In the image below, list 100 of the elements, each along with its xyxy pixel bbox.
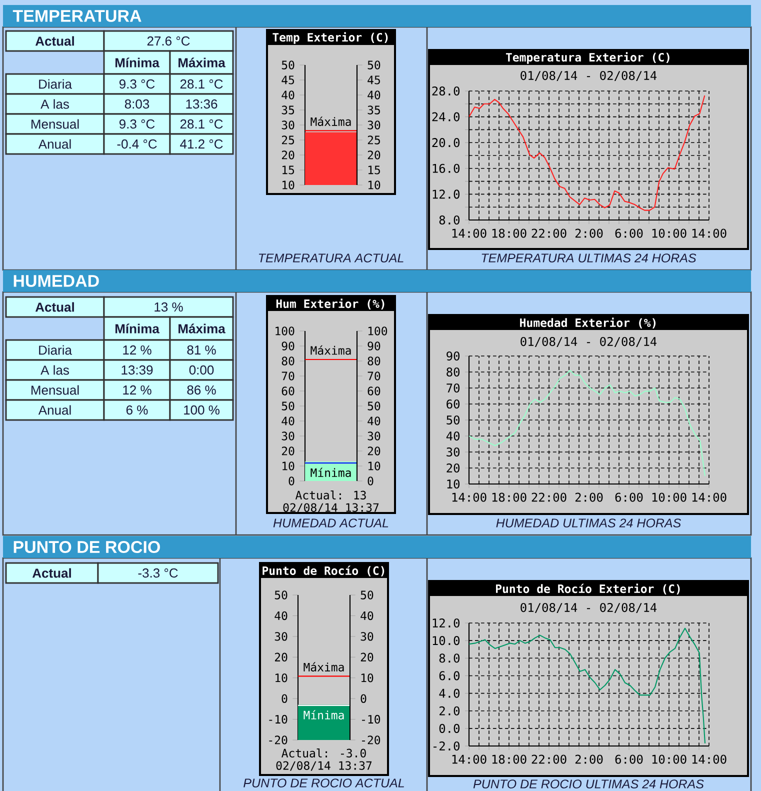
- y-tick-label: 80: [282, 356, 294, 366]
- y-tick-label: 60: [446, 399, 460, 409]
- y-tick-label: 10: [282, 462, 294, 470]
- y2-tick-label: 10: [361, 674, 374, 682]
- y-tick-label: 0: [288, 476, 294, 486]
- y-tick-label: 20: [274, 652, 288, 662]
- text: 28.1 °C: [180, 79, 223, 89]
- x-axis-title: TEMPERATURA ACTUAL: [258, 254, 404, 262]
- text: 0:00: [189, 365, 214, 375]
- text: Actual: 13: [295, 490, 366, 500]
- text: TEMPERATURA: [12, 10, 142, 22]
- y-tick-label: 20.0: [432, 138, 460, 148]
- y-tick-label: 12.0: [432, 190, 460, 199]
- text: HUMEDAD: [14, 275, 99, 287]
- text: -0.4 °C: [117, 139, 157, 149]
- y-tick-label: 30: [282, 120, 294, 130]
- y2-tick-label: 15: [368, 166, 380, 174]
- text: Diaria: [39, 345, 72, 355]
- text: 6 %: [126, 405, 148, 415]
- x-tick-label: 2:00: [575, 492, 603, 502]
- y2-tick-label: 35: [368, 106, 380, 114]
- x-tick-label: 22:00: [532, 754, 566, 764]
- ref-line-label: Máxima: [310, 116, 351, 126]
- text: Mínima: [115, 324, 160, 334]
- y2-tick-label: 50: [368, 402, 380, 410]
- chart-subtitle: 01/08/14 - 02/08/14: [520, 70, 657, 82]
- y-tick-label: 70: [282, 372, 294, 380]
- text: 100 %: [184, 405, 220, 415]
- chart-title: Punto de Rocío Exterior (C): [496, 584, 680, 594]
- y-tick-label: 60: [282, 386, 294, 396]
- y-tick-label: 12.0: [432, 618, 460, 628]
- y2-tick-label: 45: [368, 76, 380, 84]
- y-tick-label: 20: [282, 150, 294, 160]
- ref-line-label: Mínima: [304, 710, 344, 720]
- y-tick-label: 10.0: [432, 636, 460, 646]
- y-tick-label: 25: [282, 136, 294, 144]
- y-tick-label: 8.0: [439, 654, 460, 663]
- text: 12 %: [123, 385, 152, 395]
- x-tick-label: 14:00: [692, 492, 726, 502]
- y-tick-label: 28.0: [432, 86, 460, 96]
- text: Máxima: [178, 324, 226, 334]
- chart-title: Hum Exterior (%): [276, 298, 384, 310]
- y-tick-label: 30: [282, 432, 294, 440]
- chart-title: Temperatura Exterior (C): [506, 52, 670, 64]
- text: 12 %: [123, 345, 152, 355]
- chart-title: Punto de Rocío (C): [262, 566, 384, 576]
- y-tick-label: 40: [282, 90, 294, 100]
- y-tick-label: 40: [274, 611, 288, 620]
- y-tick-label: 0: [282, 694, 288, 703]
- y-tick-label: 10: [282, 180, 294, 190]
- y2-tick-label: 70: [368, 372, 380, 380]
- y2-tick-label: 100: [368, 326, 388, 336]
- y-tick-label: 15: [282, 166, 294, 174]
- y2-tick-label: 30: [360, 632, 374, 641]
- x-axis-title: HUMEDAD ACTUAL: [273, 518, 388, 528]
- x-tick-label: 18:00: [492, 754, 526, 764]
- y-tick-label: 24.0: [432, 112, 460, 122]
- x-axis-title: PUNTO DE ROCIO ACTUAL: [244, 778, 404, 788]
- y-tick-label: 6.0: [439, 671, 460, 680]
- ref-line-label: Mínima: [310, 468, 351, 478]
- y-tick-label: 40: [282, 416, 294, 426]
- x-tick-label: 14:00: [692, 754, 726, 764]
- y-tick-label: 10: [276, 674, 288, 682]
- text: Actual: -3.0: [282, 748, 366, 758]
- x-tick-label: 14:00: [692, 228, 726, 238]
- y-tick-label: 8.0: [439, 215, 460, 225]
- x-tick-label: 6:00: [615, 492, 643, 502]
- text: 02/08/14 13:37: [283, 503, 379, 513]
- text: Actual: [35, 302, 74, 312]
- x-tick-label: 14:00: [452, 228, 486, 238]
- x-tick-label: 22:00: [532, 228, 566, 238]
- text: 28.1 °C: [180, 119, 223, 129]
- y-tick-label: 50: [282, 402, 294, 410]
- chart-subtitle: 01/08/14 - 02/08/14: [520, 336, 657, 348]
- x-tick-label: 2:00: [575, 754, 603, 764]
- text: Mensual: [32, 385, 79, 395]
- y2-tick-label: 10: [368, 462, 380, 470]
- text: Mensual: [32, 119, 79, 129]
- chart-subtitle: 01/08/14 - 02/08/14: [520, 602, 657, 614]
- text: 13:39: [122, 365, 153, 375]
- text: 02/08/14 13:37: [276, 761, 372, 771]
- y2-tick-label: 20: [368, 150, 380, 160]
- y2-tick-label: 90: [368, 342, 380, 350]
- text: Actual: [35, 36, 74, 46]
- text: Máxima: [178, 58, 226, 68]
- text: PUNTO DE ROCIO: [14, 540, 160, 554]
- y-tick-label: 0.0: [439, 724, 460, 733]
- y-tick-label: 45: [282, 76, 294, 84]
- y-tick-label: 30: [274, 632, 288, 641]
- y-tick-label: -2.0: [433, 741, 460, 751]
- y-tick-label: 100: [276, 326, 294, 336]
- text: 86 %: [187, 385, 216, 395]
- text: A las: [40, 99, 69, 109]
- x-axis-title: PUNTO DE ROCIO ULTIMAS 24 HORAS: [473, 780, 704, 788]
- y-tick-label: 16.0: [432, 164, 460, 173]
- y2-tick-label: 20: [360, 652, 374, 662]
- y-tick-label: 70: [446, 383, 460, 393]
- text: Anual: [38, 405, 71, 415]
- text: Actual: [32, 568, 71, 578]
- text: 13 %: [154, 302, 183, 312]
